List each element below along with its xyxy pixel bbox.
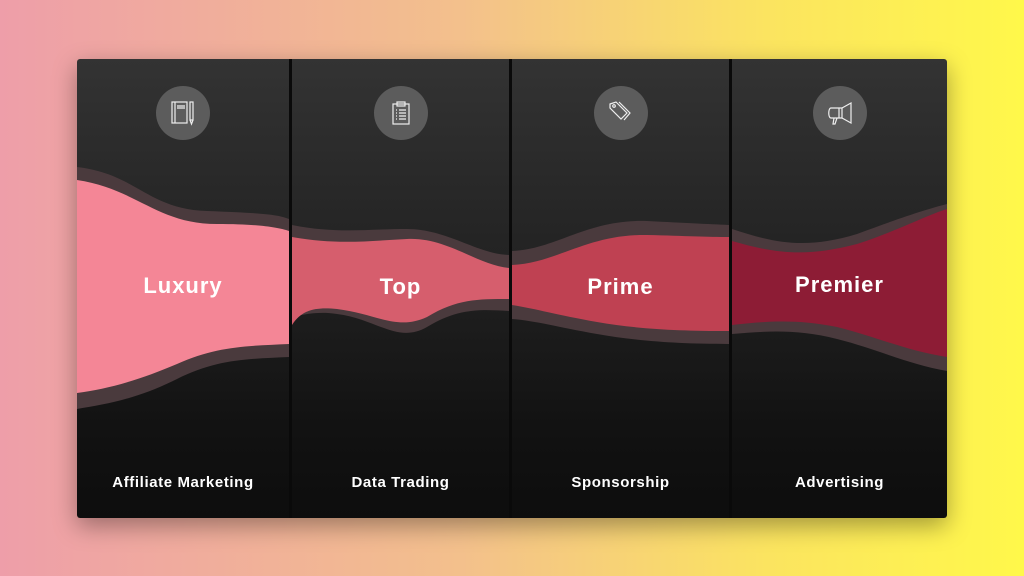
tier-label: Premier	[795, 272, 884, 297]
category-label: Affiliate Marketing	[112, 474, 254, 491]
tier-label: Top	[379, 274, 422, 299]
notebook-pencil-icon	[156, 86, 210, 140]
price-tags-icon	[593, 86, 648, 140]
column-divider	[729, 59, 732, 518]
tier-label: Prime	[587, 274, 654, 299]
wave-premier	[732, 204, 947, 371]
wave-top	[292, 225, 509, 333]
megaphone-icon	[812, 86, 867, 140]
column-premier: Premier Advertising	[732, 59, 947, 518]
tier-label: Luxury	[143, 273, 223, 298]
category-label: Advertising	[794, 474, 885, 491]
wave-prime	[512, 220, 729, 344]
column-prime: Prime Sponsorship	[512, 59, 729, 518]
column-divider	[509, 59, 512, 518]
column-luxury: Luxury Affiliate Marketing	[77, 59, 289, 518]
column-divider	[289, 59, 292, 518]
column-top: Top Data Trading	[292, 59, 509, 518]
category-label: Sponsorship	[571, 474, 670, 491]
tiers-card: Luxury Affiliate Marketing Top Data Trad…	[77, 59, 947, 518]
wave-luxury	[77, 167, 289, 409]
category-label: Data Trading	[351, 474, 450, 491]
wave-graphics	[77, 167, 947, 409]
clipboard-list-icon	[373, 86, 428, 140]
